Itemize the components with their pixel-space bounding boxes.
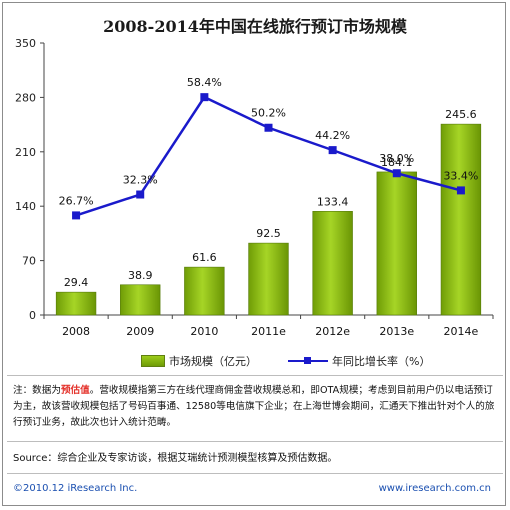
website-link[interactable]: www.iresearch.com.cn: [378, 483, 491, 494]
bar-data-label: 61.6: [192, 251, 217, 264]
bar: [312, 211, 353, 316]
line-point: [72, 211, 81, 220]
chart-note: 注：数据为预估值。营收规模指第三方在线代理商佣金营收规模总和，即OTA规模；考虑…: [13, 383, 499, 431]
divider: [7, 375, 503, 376]
bar: [55, 291, 97, 316]
line-point: [392, 169, 401, 178]
line-point: [136, 190, 145, 199]
bar-data-label: 133.4: [317, 195, 349, 208]
y-tick-label: 0: [29, 309, 36, 322]
note-prefix: 注：数据为: [13, 385, 61, 396]
legend-bar-swatch: [141, 355, 165, 367]
line-point: [264, 123, 273, 132]
bar-data-label: 92.5: [256, 227, 281, 240]
x-tick-label: 2008: [62, 325, 90, 338]
divider: [7, 473, 503, 474]
bar-data-label: 29.4: [64, 276, 89, 289]
line-point: [456, 186, 465, 195]
note-text: 。营收规模指第三方在线代理商佣金营收规模总和，即OTA规模；考虑到目前用户仍以电…: [13, 385, 495, 428]
legend-label-line: 年同比增长率（%）: [332, 355, 431, 368]
x-tick-label: 2013e: [379, 325, 414, 338]
x-tick-label: 2010: [190, 325, 218, 338]
y-tick-label: 350: [15, 37, 36, 50]
line-data-label: 32.3%: [123, 174, 158, 187]
line-point: [200, 93, 209, 102]
copyright-text: ©2010.12 iResearch Inc.: [13, 483, 138, 494]
line-data-label: 38.0%: [379, 152, 414, 165]
bar: [184, 266, 225, 316]
line-data-label: 58.4%: [187, 76, 222, 89]
bar: [440, 123, 482, 316]
legend-label-bar: 市场规模（亿元）: [169, 355, 257, 368]
x-tick-label: 2014e: [444, 325, 479, 338]
legend-line-swatch: [288, 356, 328, 366]
chart-plot: 0 70 140 210 280 350 29.4 2008 38.9 2009 61.6 2010…: [15, 37, 494, 338]
chart-legend: 市场规模（亿元） 年同比增长率（%）: [3, 351, 507, 369]
line-data-label: 33.4%: [443, 169, 478, 182]
line-data-label: 44.2%: [315, 129, 350, 142]
x-tick-label: 2012e: [315, 325, 350, 338]
y-tick-label: 210: [15, 146, 36, 159]
y-tick-label: 140: [15, 200, 36, 213]
y-tick-label: 70: [22, 255, 36, 268]
legend-item-bar: 市场规模（亿元）: [141, 353, 257, 369]
bar-data-label: 245.6: [445, 108, 477, 121]
bar: [120, 284, 161, 316]
divider: [7, 441, 503, 442]
line-data-label: 50.2%: [251, 107, 286, 120]
bar: [248, 242, 289, 316]
legend-item-line: 年同比增长率（%）: [288, 353, 430, 369]
note-highlight: 预估值: [60, 385, 90, 396]
line-data-label: 26.7%: [59, 194, 94, 207]
line-point: [328, 146, 337, 155]
x-tick-label: 2009: [126, 325, 154, 338]
chart-title: 2008-2014年中国在线旅行预订市场规模: [103, 17, 407, 36]
y-tick-label: 280: [15, 91, 36, 104]
x-tick-label: 2011e: [251, 325, 286, 338]
chart-frame: 2008-2014年中国在线旅行预订市场规模 0 70 140 210 280 350 2…: [2, 2, 506, 506]
bar-data-label: 184.1: [381, 156, 413, 169]
source-text: Source：综合企业及专家访谈，根据艾瑞统计预测模型核算及预估数据。: [13, 453, 338, 464]
bar: [376, 171, 417, 316]
bar-data-label: 38.9: [128, 269, 153, 282]
